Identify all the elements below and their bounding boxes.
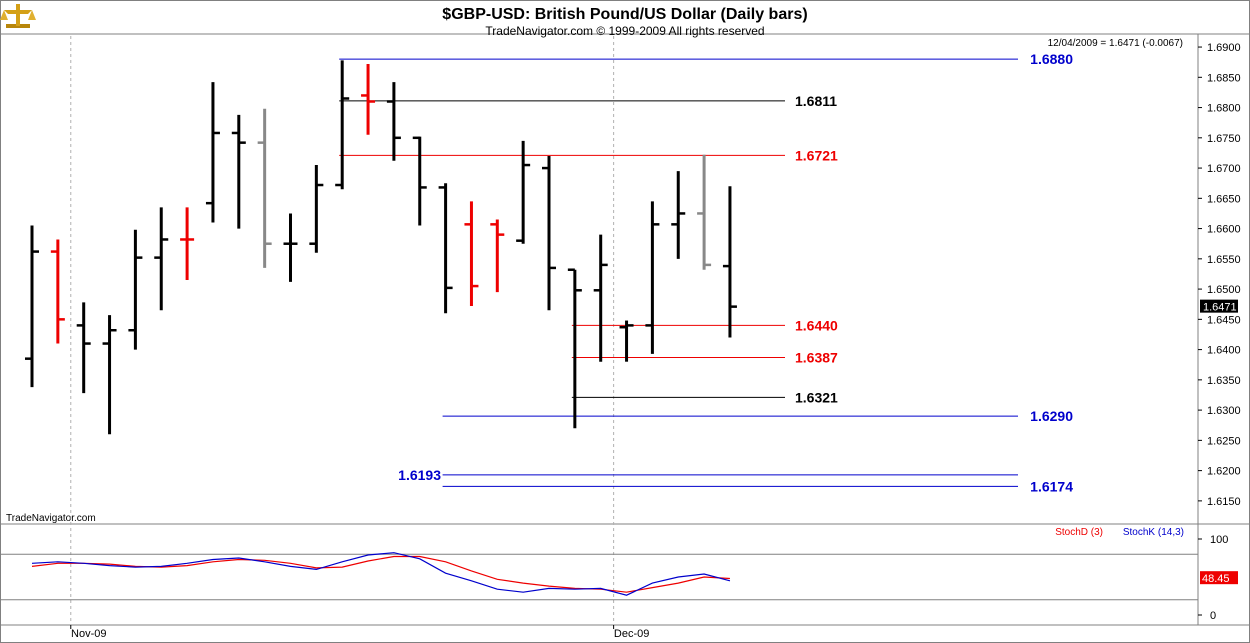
price-axis: 1.6900 1.6850 1.6800 1.6750 1.6700 1.6650 1.66… (1198, 42, 1241, 508)
price-bar (309, 165, 324, 253)
level-label: 1.6193 (398, 467, 441, 483)
price-bar (438, 183, 453, 314)
price-tick-label: 1.6850 (1207, 72, 1241, 84)
price-tick-label: 1.6400 (1207, 345, 1241, 357)
price-bar (619, 320, 634, 362)
price-bar (542, 155, 556, 311)
stoch-d-legend: StochD (3) (1055, 527, 1103, 538)
price-tick-label: 1.6250 (1207, 435, 1241, 447)
price-bar (257, 108, 272, 268)
grid (70, 36, 615, 624)
price-tick-label: 1.6600 (1207, 224, 1241, 236)
price-tick-label: 1.6150 (1207, 496, 1241, 508)
stochastic-panel: 100 0 StochD (3) StochK (14,3) 48.45 (0, 527, 1238, 622)
price-bar (697, 154, 712, 270)
price-tick-label: 1.6750 (1207, 133, 1241, 145)
price-tick-label: 1.6450 (1207, 314, 1241, 326)
chart-subtitle: TradeNavigator.com © 1999-2009 All right… (485, 24, 764, 38)
price-bar (645, 201, 660, 354)
price-bars (25, 60, 737, 435)
price-bar (671, 171, 686, 259)
stoch-tick-label: 100 (1210, 534, 1228, 546)
stoch-current-label: 48.45 (1202, 573, 1230, 585)
price-tick-label: 1.6800 (1207, 103, 1241, 115)
stoch-series-line (31, 552, 731, 596)
logo-icon (0, 4, 36, 28)
price-bar (490, 219, 505, 293)
price-bar (412, 136, 427, 226)
price-bar (154, 207, 169, 311)
price-tick-label: 1.6650 (1207, 193, 1241, 205)
price-bar (386, 82, 401, 161)
level-label: 1.6721 (795, 147, 838, 163)
price-bar (722, 186, 737, 338)
price-bar (25, 225, 39, 388)
chart-title: $GBP-USD: British Pound/US Dollar (Daily… (442, 6, 807, 23)
current-price-label: 1.6471 (1203, 302, 1237, 314)
stoch-tick-label: 0 (1210, 610, 1216, 622)
price-tick-label: 1.6700 (1207, 163, 1241, 175)
price-bar (102, 315, 117, 435)
price-bar (567, 268, 582, 429)
last-quote: 12/04/2009 = 1.6471 (-0.0067) (1048, 38, 1183, 49)
price-bar (231, 114, 246, 229)
price-tick-label: 1.6350 (1207, 375, 1241, 387)
price-bar (335, 60, 350, 190)
level-label: 1.6880 (1030, 51, 1073, 67)
price-bar (464, 201, 479, 307)
date-axis: Nov-09 Dec-09 (70, 625, 649, 640)
price-tick-label: 1.6900 (1207, 42, 1241, 54)
stoch-current-box (1200, 571, 1238, 585)
price-bar (76, 302, 91, 394)
price-bar (361, 63, 376, 135)
price-bar (128, 229, 143, 350)
price-bar (516, 140, 531, 244)
level-label: 1.6321 (795, 389, 838, 405)
price-tick-label: 1.6500 (1207, 284, 1241, 296)
level-label: 1.6440 (795, 317, 838, 333)
watermark: TradeNavigator.com (6, 513, 96, 524)
level-label: 1.6174 (1030, 478, 1073, 494)
price-bar (593, 234, 608, 362)
level-label: 1.6811 (795, 93, 837, 109)
price-bar (180, 207, 195, 281)
levels: 1.6880 1.6811 1.6721 1.6440 1.6387 1.6321 1.62… (339, 51, 1073, 494)
price-bar (50, 239, 65, 344)
level-label: 1.6387 (795, 349, 838, 365)
price-tick-label: 1.6200 (1207, 466, 1241, 478)
level-label: 1.6290 (1030, 408, 1073, 424)
price-tick-label: 1.6300 (1207, 405, 1241, 417)
price-bar (205, 82, 220, 223)
date-tick-label: Nov-09 (71, 628, 106, 640)
price-bar (283, 213, 298, 282)
price-tick-label: 1.6550 (1207, 254, 1241, 266)
stoch-k-legend: StochK (14,3) (1123, 527, 1184, 538)
current-price-box (1200, 299, 1238, 313)
date-tick-label: Dec-09 (614, 628, 649, 640)
